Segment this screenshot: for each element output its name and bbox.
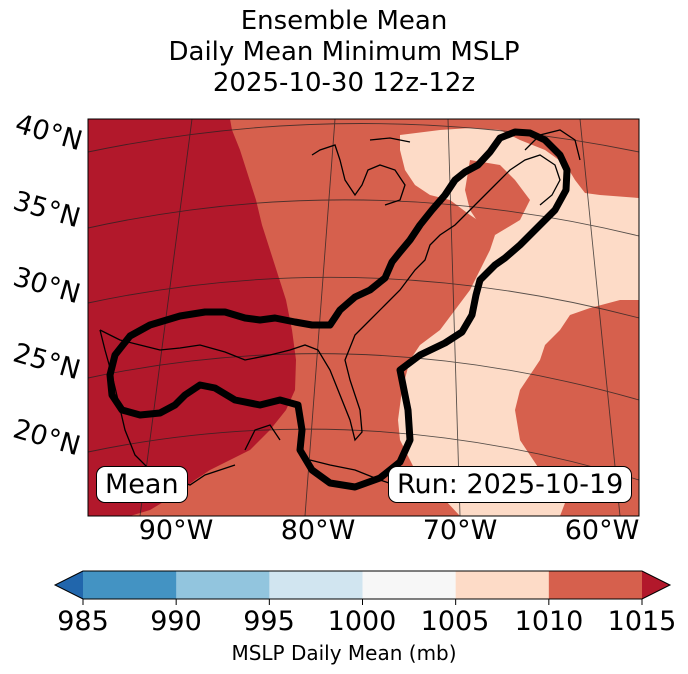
colorbar-tick-1005: 1005 xyxy=(420,606,490,637)
mean-label: Mean xyxy=(96,466,188,503)
great-lakes xyxy=(311,137,411,206)
colorbar-bin xyxy=(83,571,177,599)
colorbar-bin xyxy=(362,571,457,599)
latitude-line-35 xyxy=(88,199,639,237)
latitude-line-25 xyxy=(88,353,639,401)
colorbar-bin xyxy=(269,571,363,599)
coastlines xyxy=(99,129,581,486)
latitude-line-30 xyxy=(88,276,639,319)
map-frame xyxy=(87,118,640,517)
colorbar-bin xyxy=(548,571,643,599)
mslp-contour-outline xyxy=(106,128,571,491)
title-line-3: 2025-10-30 12z-12z xyxy=(212,68,476,98)
colorbar-tick-995: 995 xyxy=(243,606,295,637)
colorbar-tick-990: 990 xyxy=(150,606,202,637)
colorbar-extend-low xyxy=(55,571,83,599)
field-region-red-patch-1 xyxy=(465,160,530,235)
colorbar-extend-high xyxy=(642,571,670,599)
colorbar-bin xyxy=(455,571,550,599)
lon-label-80w: 80°W xyxy=(280,515,356,546)
longitude-line-60 xyxy=(579,119,621,516)
colorbar-bin xyxy=(176,571,270,599)
lon-label-90w: 90°W xyxy=(138,515,214,546)
title-line-1: Ensemble Mean xyxy=(240,6,448,36)
run-date-label: Run: 2025-10-19 xyxy=(388,466,633,503)
longitude-line-80 xyxy=(304,119,336,516)
lon-label-60w: 60°W xyxy=(564,515,640,546)
canada-maritime xyxy=(524,129,581,161)
plot-title: Ensemble Mean Daily Mean Minimum MSLP 20… xyxy=(0,6,688,99)
colorbar-tick-985: 985 xyxy=(57,606,109,637)
yucatan xyxy=(244,424,281,451)
lon-label-70w: 70°W xyxy=(422,515,498,546)
colorbar-tick-1015: 1015 xyxy=(607,606,677,637)
title-line-2: Daily Mean Minimum MSLP xyxy=(168,37,520,67)
latitude-line-40 xyxy=(88,123,639,153)
cuba xyxy=(309,459,396,486)
field-region-pink-north xyxy=(398,128,639,516)
colorbar-tick-1010: 1010 xyxy=(514,606,584,637)
colorbar-label: MSLP Daily Mean (mb) xyxy=(231,641,457,665)
gulf-coast xyxy=(99,154,561,442)
colorbar-tick-1000: 1000 xyxy=(327,606,397,637)
